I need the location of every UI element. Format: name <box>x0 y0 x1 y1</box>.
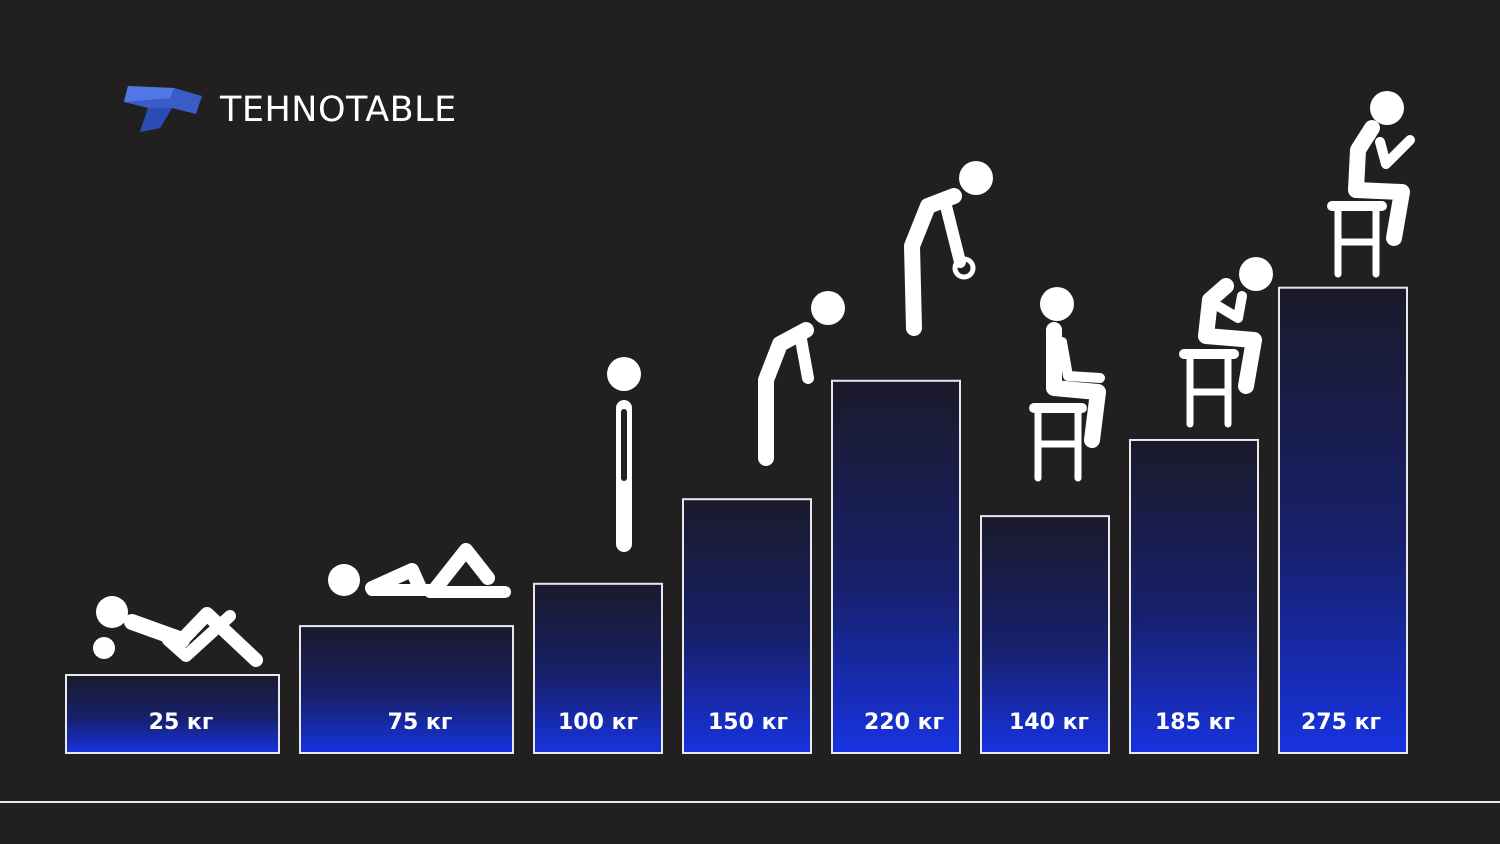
bar-4 <box>682 498 812 755</box>
bar-label-5: 220 кг <box>864 710 944 735</box>
bar-6 <box>980 515 1110 754</box>
bar-label-6: 140 кг <box>1009 710 1089 735</box>
bar-label-4: 150 кг <box>708 710 788 735</box>
leaning-forward-figure-icon <box>904 161 993 336</box>
sitting-stool-thinking-figure-icon <box>1327 91 1415 278</box>
figures-group <box>93 91 1415 667</box>
bar-2 <box>299 625 514 754</box>
tehnotable-t-logo-icon <box>124 86 202 132</box>
bar-7 <box>1129 438 1259 754</box>
lying-legs-bent-figure-icon <box>328 543 511 598</box>
sitting-stool-head-in-hands-figure-icon <box>1179 257 1273 428</box>
bending-figure-icon <box>758 291 845 466</box>
brand-name: TEHNOTABLE <box>220 90 457 130</box>
bar-5 <box>831 379 961 754</box>
bar-labels-group: 25 кг 75 кг 100 кг 150 кг 220 кг 140 кг 185 кг… <box>149 710 1381 735</box>
bar-8 <box>1278 286 1408 754</box>
bar-1 <box>65 674 280 754</box>
standing-figure-icon <box>607 357 641 552</box>
bar-label-1: 25 кг <box>149 710 214 735</box>
sitting-stool-figure-icon <box>1029 287 1106 482</box>
lying-crunch-figure-icon <box>93 596 263 667</box>
bar-label-3: 100 кг <box>558 710 638 735</box>
bar-label-8: 275 кг <box>1301 710 1381 735</box>
bar-label-7: 185 кг <box>1155 710 1235 735</box>
bar-3 <box>533 582 663 754</box>
bar-label-2: 75 кг <box>388 710 453 735</box>
bars-group <box>65 286 1408 755</box>
